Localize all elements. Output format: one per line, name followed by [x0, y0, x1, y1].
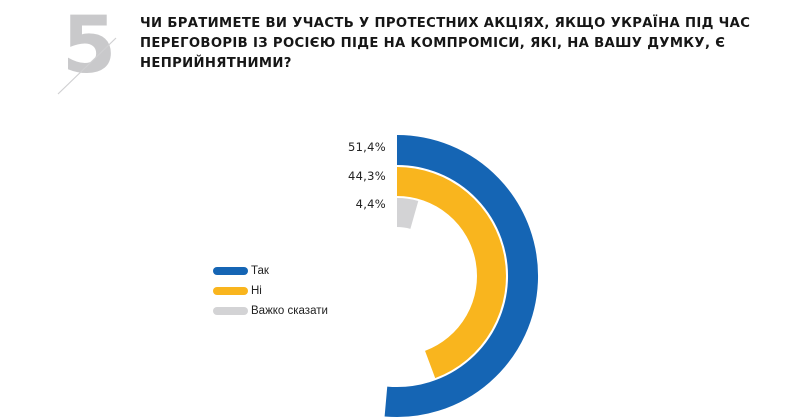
arc-vazhko [396, 198, 419, 229]
decorative-slash [57, 37, 117, 95]
chart-legend: Так Ні Важко сказати [213, 261, 328, 321]
legend-swatch-vazhko [213, 307, 248, 315]
legend-label: Так [251, 265, 269, 277]
arc-tak [384, 135, 538, 417]
legend-item-ni: Ні [213, 281, 328, 301]
legend-item-tak: Так [213, 261, 328, 281]
question-title: ЧИ БРАТИМЕТЕ ВИ УЧАСТЬ У ПРОТЕСТНИХ АКЦІ… [140, 16, 751, 71]
legend-swatch-ni [213, 287, 248, 295]
value-label-tak: 51,4% [347, 140, 386, 154]
arc-ni [396, 167, 506, 379]
legend-item-vazhko: Важко сказати [213, 301, 328, 321]
value-label-vazhko: 4,4% [355, 197, 386, 211]
question-number-badge: 5 [57, 1, 117, 95]
legend-label: Важко сказати [251, 305, 328, 317]
value-label-ni: 44,3% [347, 169, 386, 183]
legend-label: Ні [251, 285, 262, 297]
legend-swatch-tak [213, 267, 248, 275]
